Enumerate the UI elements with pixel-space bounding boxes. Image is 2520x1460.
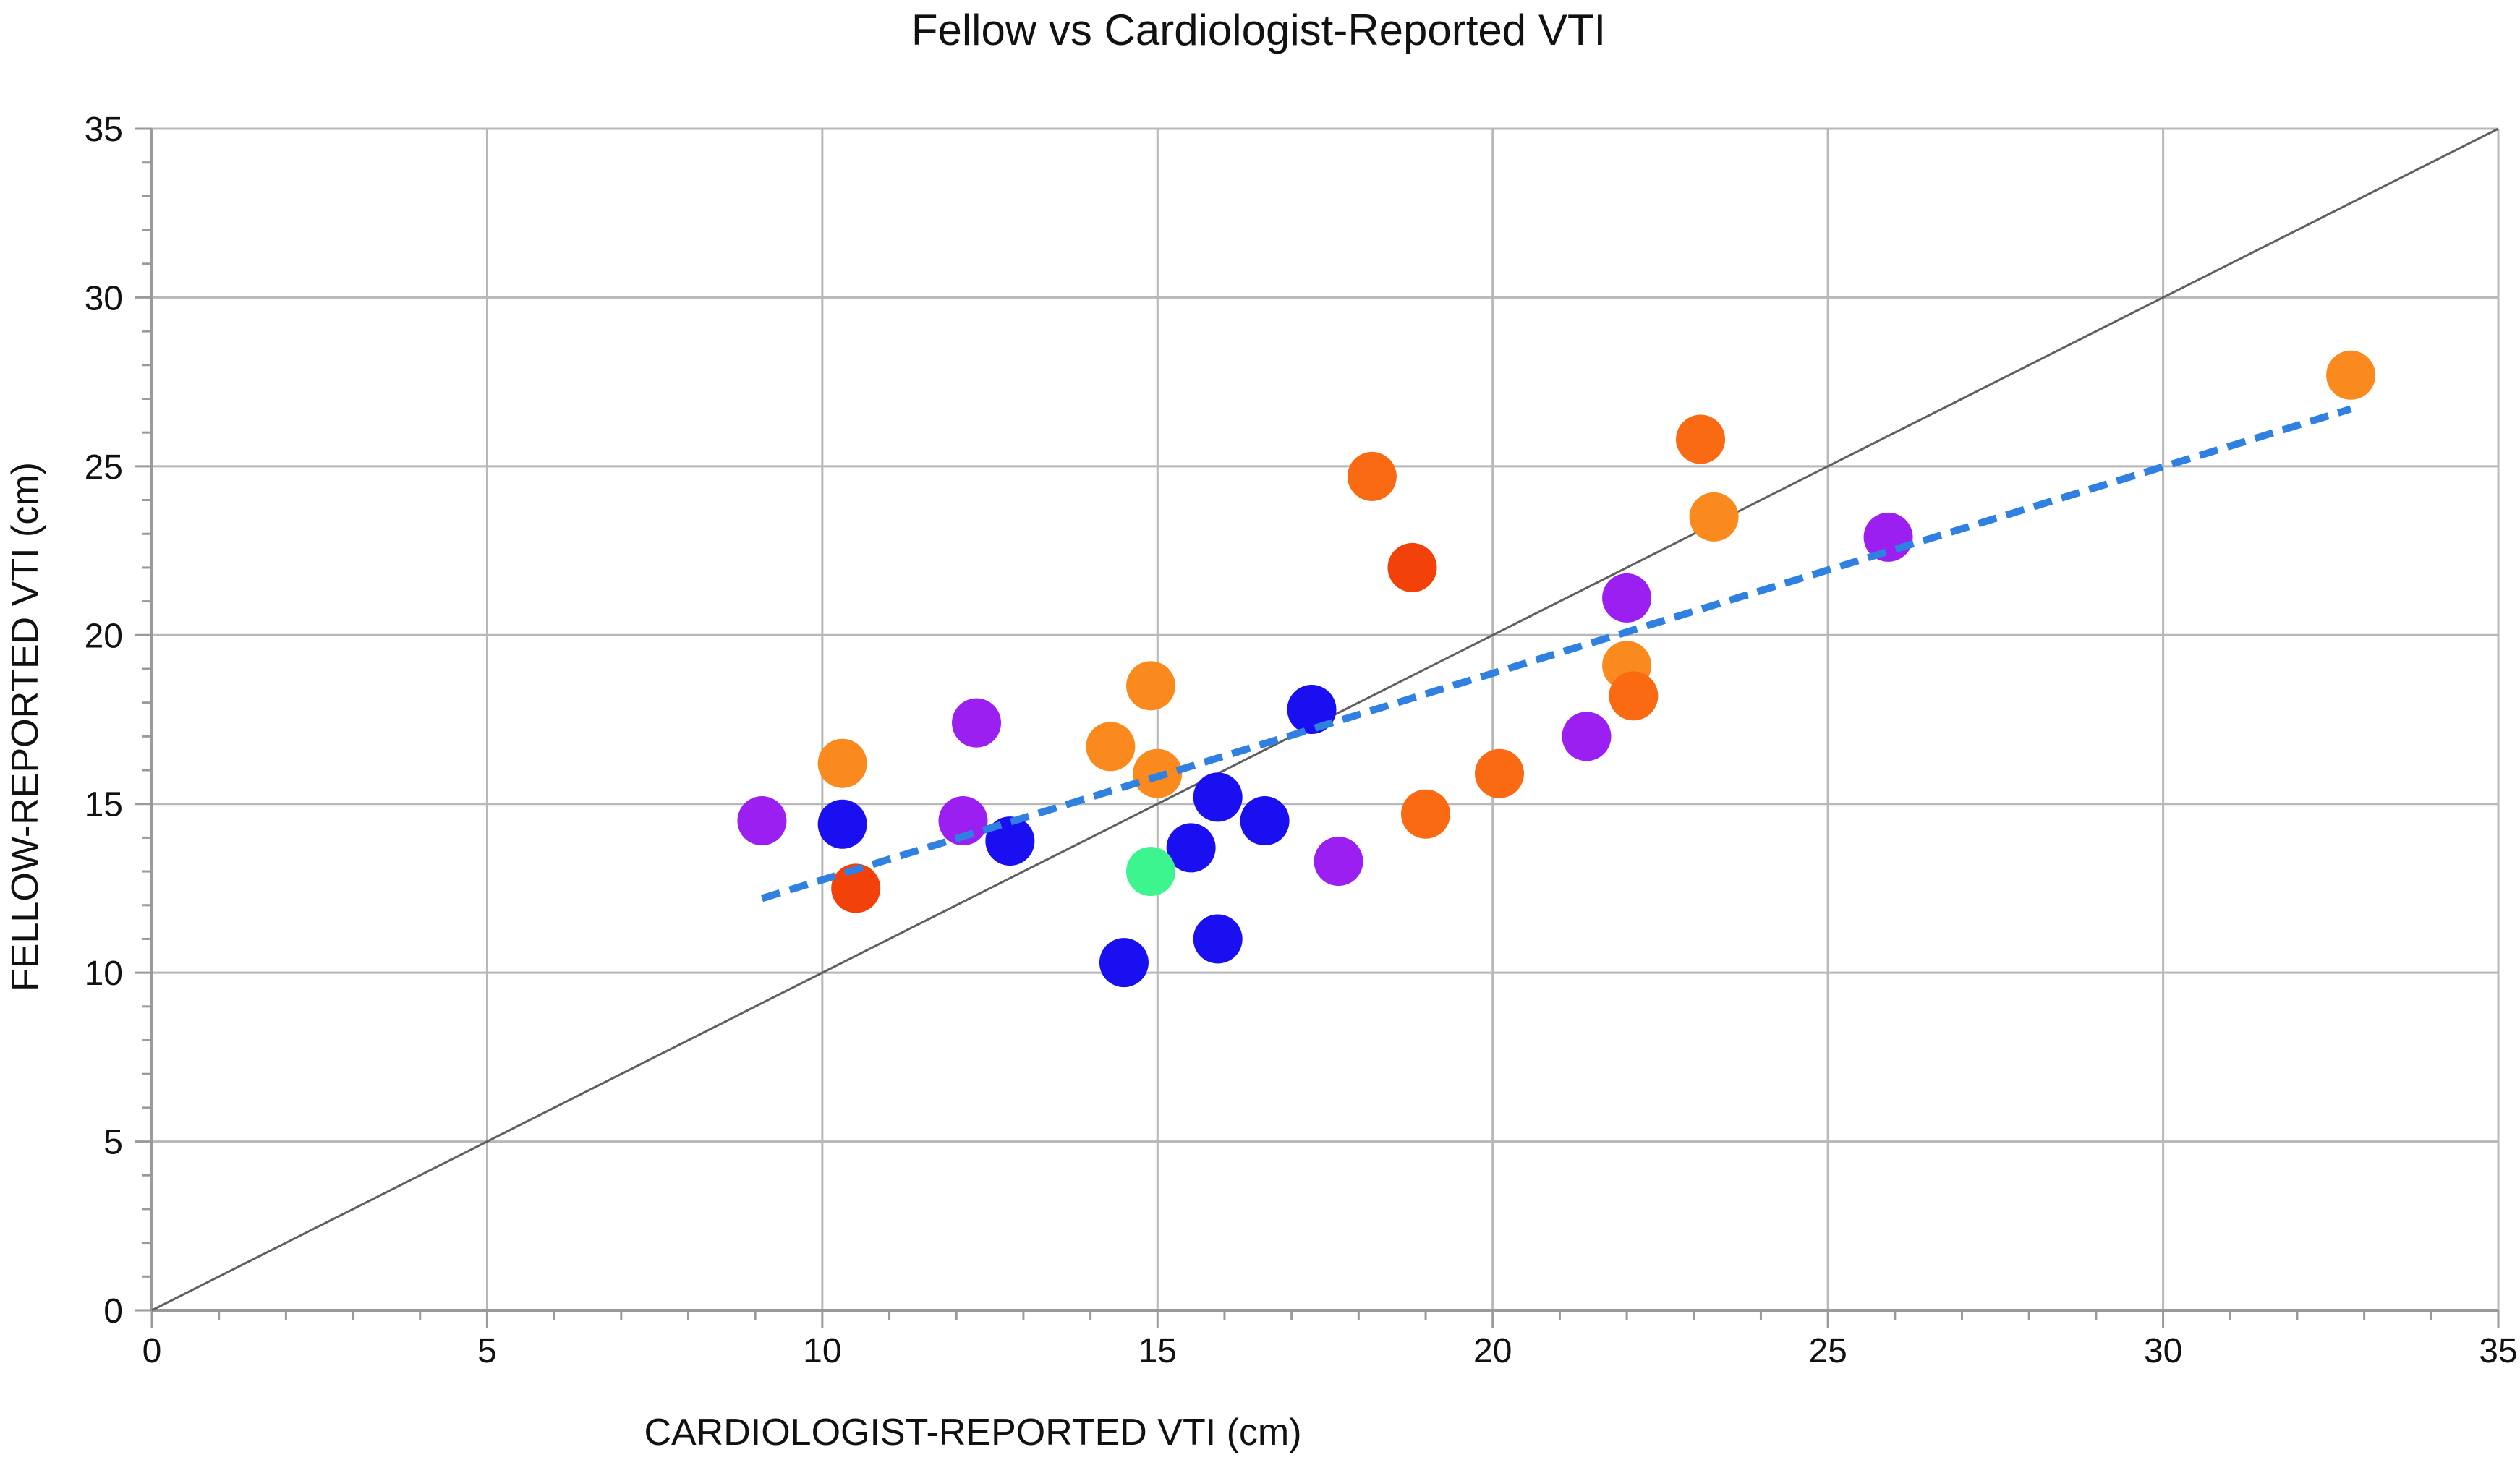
data-point-orange bbox=[1689, 492, 1739, 542]
data-point-green bbox=[1126, 847, 1176, 897]
data-point-purple bbox=[1602, 573, 1652, 623]
y-tick-label: 20 bbox=[85, 617, 123, 655]
data-point-orange bbox=[1086, 722, 1136, 772]
data-point-orange bbox=[1126, 661, 1176, 711]
data-point-blue bbox=[817, 799, 867, 849]
x-tick-label: 20 bbox=[1473, 1332, 1512, 1370]
x-tick-labels: 0 5 10 15 20 25 30 35 bbox=[142, 1332, 2518, 1370]
data-point-dark-orange bbox=[1676, 414, 1726, 464]
y-tick-label: 30 bbox=[85, 279, 123, 317]
data-point-purple bbox=[952, 698, 1002, 748]
trendline-group bbox=[760, 405, 2352, 902]
trendline bbox=[760, 405, 2352, 902]
data-point-dark-orange bbox=[1609, 671, 1659, 721]
data-point-blue bbox=[1166, 823, 1216, 873]
data-point-orange bbox=[817, 738, 867, 788]
minor-ticks bbox=[135, 127, 2500, 1328]
y-axis-label: FELLOW-REPORTED VTI (cm) bbox=[4, 462, 46, 991]
data-point-blue bbox=[1193, 772, 1243, 822]
data-point-purple bbox=[1562, 712, 1612, 761]
x-tick-label: 0 bbox=[142, 1332, 162, 1370]
x-axis-label: CARDIOLOGIST-REPORTED VTI (cm) bbox=[644, 1412, 1301, 1453]
x-tick-label: 5 bbox=[477, 1332, 497, 1370]
data-point-purple bbox=[938, 796, 988, 846]
x-tick-label: 15 bbox=[1138, 1332, 1177, 1370]
y-tick-label: 25 bbox=[85, 448, 123, 487]
data-point-purple bbox=[1314, 837, 1363, 887]
x-tick-label: 10 bbox=[803, 1332, 841, 1370]
y-tick-labels: 0 5 10 15 20 25 30 35 bbox=[85, 111, 123, 1331]
data-point-blue bbox=[1193, 914, 1243, 964]
y-tick-label: 15 bbox=[85, 786, 123, 824]
y-tick-label: 0 bbox=[103, 1292, 123, 1331]
x-tick-label: 25 bbox=[1808, 1332, 1847, 1370]
grid bbox=[152, 127, 2500, 1310]
data-point-orange bbox=[2326, 350, 2376, 400]
axes bbox=[150, 129, 2498, 1312]
data-point-blue bbox=[1099, 938, 1149, 988]
y-tick-label: 35 bbox=[85, 111, 123, 149]
y-tick-label: 5 bbox=[103, 1124, 123, 1162]
data-point-purple bbox=[737, 796, 787, 846]
data-point-dark-orange bbox=[1401, 789, 1451, 839]
y-tick-label: 10 bbox=[85, 955, 123, 993]
data-point-dark-orange bbox=[1347, 451, 1397, 501]
data-point-red bbox=[831, 863, 881, 913]
data-point-dark-orange bbox=[1474, 748, 1524, 798]
chart-title: Fellow vs Cardiologist-Reported VTI bbox=[911, 6, 1606, 54]
data-point-red bbox=[1387, 542, 1437, 592]
x-tick-label: 30 bbox=[2144, 1332, 2182, 1370]
data-point-blue bbox=[1240, 796, 1290, 846]
x-tick-label: 35 bbox=[2479, 1332, 2517, 1370]
